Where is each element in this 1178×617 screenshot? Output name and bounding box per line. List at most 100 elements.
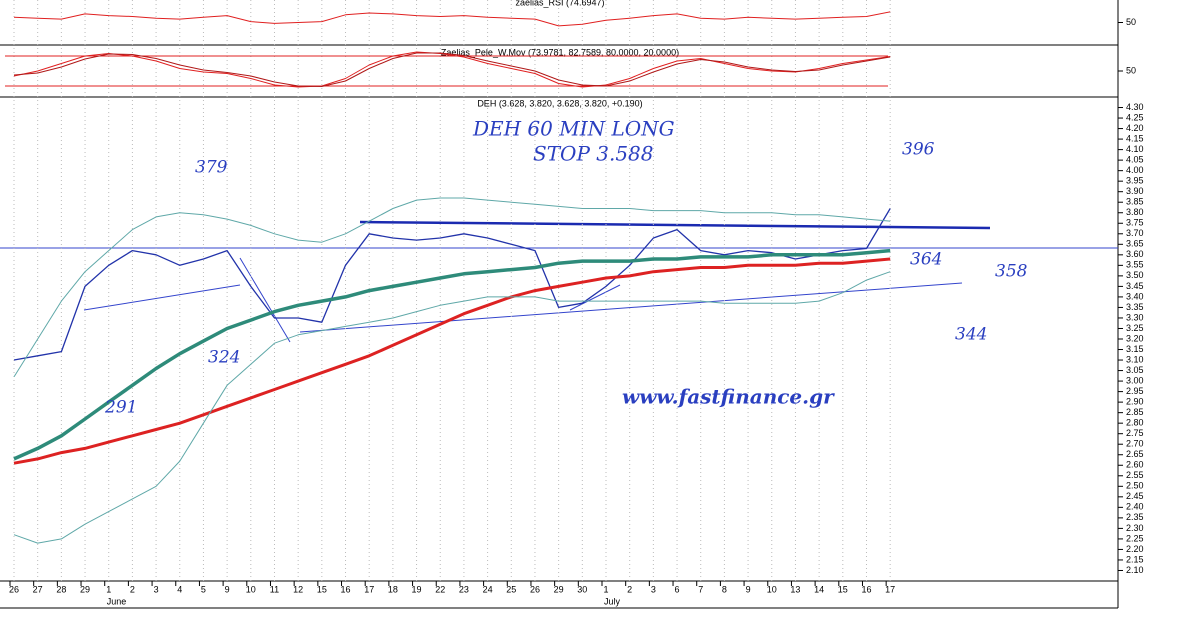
- x-tick-label: 27: [33, 584, 43, 594]
- y-tick-label: 50: [1126, 17, 1136, 27]
- x-tick-label: 9: [225, 584, 230, 594]
- trend-line: [83, 284, 241, 311]
- x-tick-label: 28: [56, 584, 66, 594]
- y-tick-label: 3.85: [1126, 197, 1144, 207]
- x-tick-label: 13: [790, 584, 800, 594]
- trend-line: [569, 284, 621, 311]
- y-tick-label: 3.70: [1126, 228, 1144, 238]
- x-tick-label: 7: [698, 584, 703, 594]
- x-tick-label: 2: [627, 584, 632, 594]
- x-tick-label: 16: [861, 584, 871, 594]
- x-tick-label: 17: [364, 584, 374, 594]
- x-tick-label: 1: [106, 584, 111, 594]
- x-tick-label: 29: [554, 584, 564, 594]
- y-tick-label: 3.55: [1126, 260, 1144, 270]
- x-tick-label: 15: [838, 584, 848, 594]
- x-tick-label: 12: [293, 584, 303, 594]
- y-tick-label: 4.15: [1126, 133, 1144, 143]
- x-tick-label: 14: [814, 584, 824, 594]
- x-tick-label: 26: [9, 584, 19, 594]
- series-line: [13, 257, 891, 465]
- y-tick-label: 4.00: [1126, 165, 1144, 175]
- y-tick-label: 3.95: [1126, 176, 1144, 186]
- x-tick-label: 24: [483, 584, 493, 594]
- month-label: June: [107, 596, 127, 606]
- x-tick-label: 23: [459, 584, 469, 594]
- x-tick-label: 25: [506, 584, 516, 594]
- annotation: 324: [208, 348, 240, 368]
- y-tick-label: 3.60: [1126, 249, 1144, 259]
- x-tick-label: 17: [885, 584, 895, 594]
- x-tick-label: 8: [722, 584, 727, 594]
- y-tick-label: 3.20: [1126, 333, 1144, 343]
- y-tick-label: 2.55: [1126, 470, 1144, 480]
- y-tick-label: 4.20: [1126, 123, 1144, 133]
- y-tick-label: 4.30: [1126, 102, 1144, 112]
- x-tick-label: 2: [130, 584, 135, 594]
- x-tick-label: 6: [675, 584, 680, 594]
- y-tick-label: 2.30: [1126, 523, 1144, 533]
- series-line: [13, 51, 891, 88]
- x-tick-label: 26: [530, 584, 540, 594]
- y-tick-label: 3.10: [1126, 354, 1144, 364]
- x-tick-label: 11: [270, 584, 279, 594]
- y-tick-label: 2.10: [1126, 565, 1144, 575]
- series-line: [13, 11, 891, 27]
- annotation: 396: [902, 140, 935, 160]
- y-tick-label: 2.15: [1126, 554, 1144, 564]
- y-tick-label: 2.25: [1126, 533, 1144, 543]
- x-tick-label: 3: [651, 584, 656, 594]
- panel-title: DEH (3.628, 3.820, 3.628, 3.820, +0.190): [477, 98, 642, 108]
- y-tick-label: 3.05: [1126, 365, 1144, 375]
- x-tick-label: 30: [577, 584, 587, 594]
- resistance-line: [359, 220, 991, 230]
- x-tick-label: 22: [435, 584, 445, 594]
- y-tick-label: 3.80: [1126, 207, 1144, 217]
- y-tick-label: 2.80: [1126, 418, 1144, 428]
- x-tick-label: 10: [767, 584, 777, 594]
- y-tick-label: 3.65: [1126, 239, 1144, 249]
- y-tick-label: 50: [1126, 65, 1136, 75]
- y-tick-label: 3.35: [1126, 302, 1144, 312]
- x-tick-label: 3: [154, 584, 159, 594]
- x-tick-label: 19: [412, 584, 422, 594]
- x-tick-label: 16: [341, 584, 351, 594]
- panel-title: Zaelias_Pele_W.Mov (73.9781, 82.7589, 80…: [441, 47, 679, 57]
- x-tick-label: 4: [177, 584, 182, 594]
- trend-line: [299, 282, 963, 333]
- annotation: 344: [955, 325, 987, 345]
- y-tick-label: 2.65: [1126, 449, 1144, 459]
- annotation: STOP 3.588: [533, 142, 654, 166]
- annotation: 358: [995, 262, 1028, 282]
- x-tick-label: 1: [603, 584, 608, 594]
- series-line: [13, 52, 891, 87]
- y-tick-label: 3.40: [1126, 291, 1144, 301]
- panel-title: zaelias_RSI (74.6947): [515, 0, 604, 7]
- x-tick-label: 9: [746, 584, 751, 594]
- y-tick-label: 3.00: [1126, 375, 1144, 385]
- y-tick-label: 2.20: [1126, 544, 1144, 554]
- y-tick-label: 4.05: [1126, 155, 1144, 165]
- y-tick-label: 2.75: [1126, 428, 1144, 438]
- y-tick-label: 2.60: [1126, 460, 1144, 470]
- x-tick-label: 15: [317, 584, 327, 594]
- y-tick-label: 3.25: [1126, 323, 1144, 333]
- y-tick-label: 2.95: [1126, 386, 1144, 396]
- y-tick-label: 2.40: [1126, 502, 1144, 512]
- series-line: [13, 208, 891, 361]
- annotation: 364: [910, 250, 942, 270]
- trend-line: [239, 257, 291, 343]
- series-line: [13, 197, 891, 378]
- annotation: 379: [195, 158, 228, 178]
- month-label: July: [604, 596, 621, 606]
- y-tick-label: 3.30: [1126, 312, 1144, 322]
- annotation: DEH 60 MIN LONG: [472, 117, 675, 141]
- y-tick-label: 2.90: [1126, 397, 1144, 407]
- y-tick-label: 2.35: [1126, 512, 1144, 522]
- series-line: [13, 271, 891, 544]
- annotation: 291: [104, 398, 137, 418]
- x-tick-label: 18: [388, 584, 398, 594]
- x-tick-label: 5: [201, 584, 206, 594]
